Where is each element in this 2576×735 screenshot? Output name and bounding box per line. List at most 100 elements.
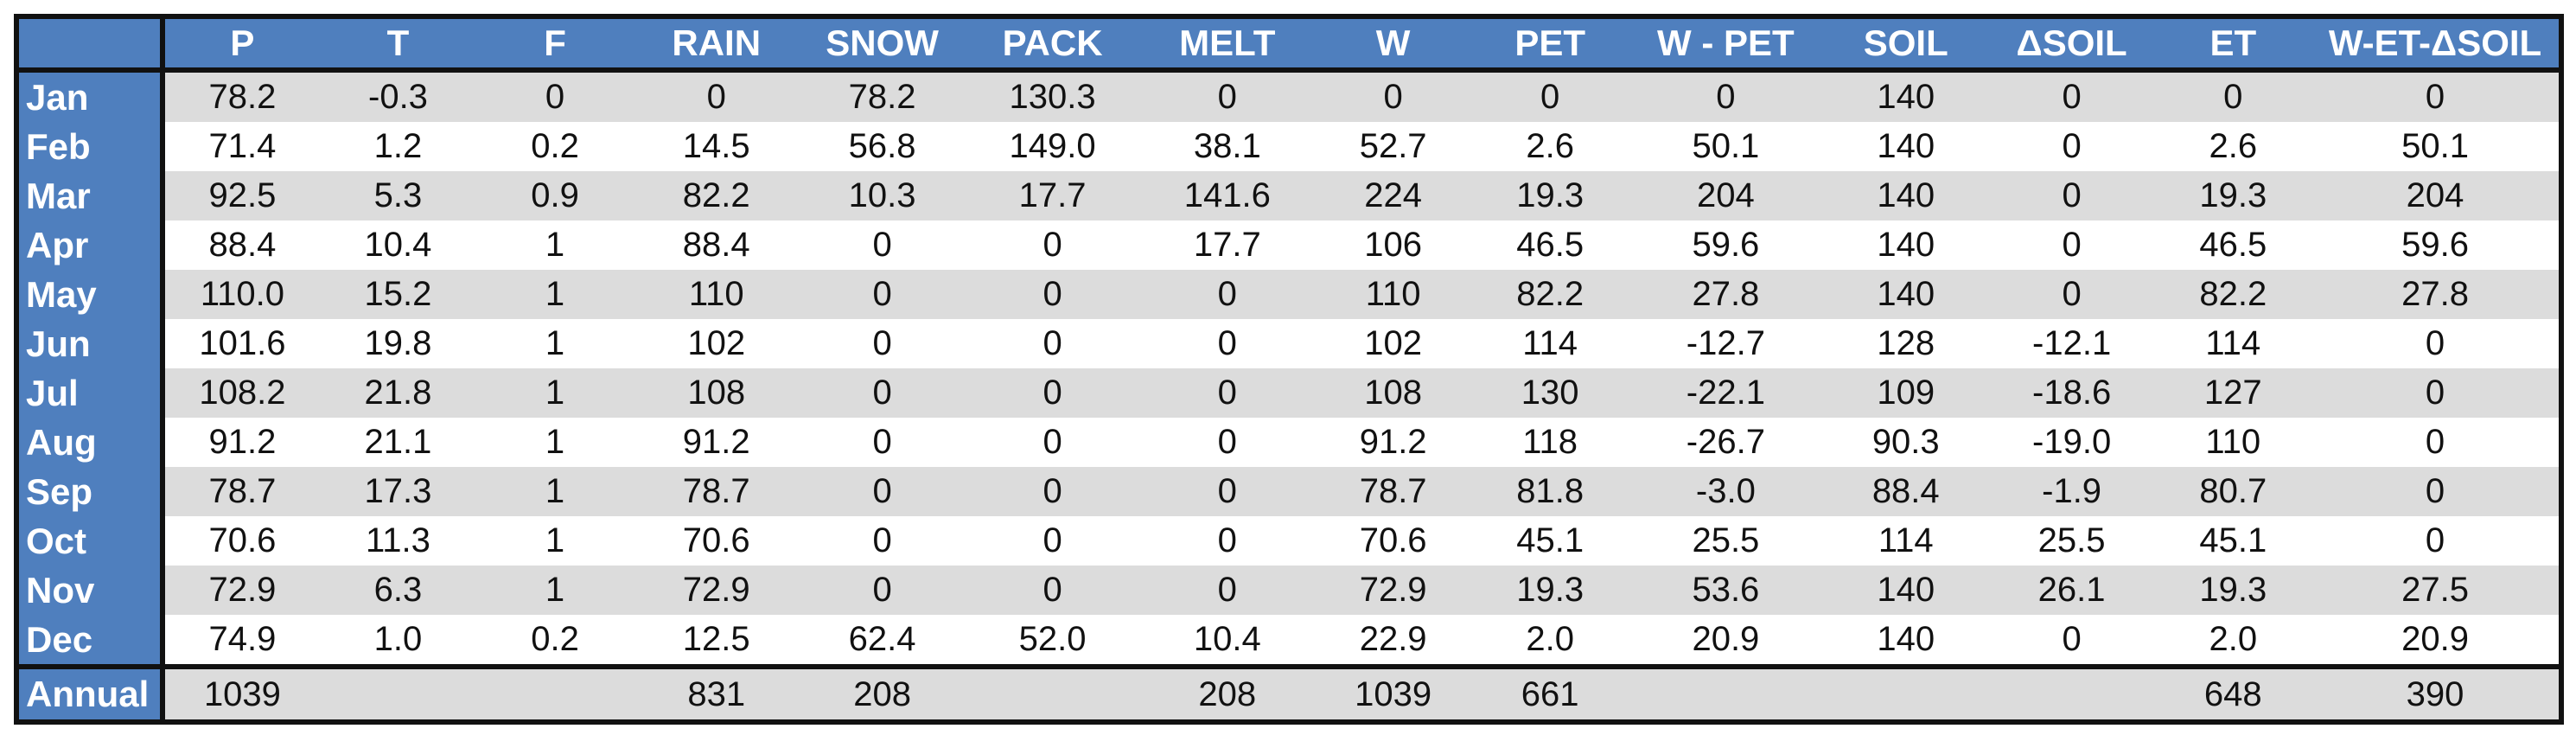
column-header: T [319,16,477,73]
table-cell: 114 [2154,319,2312,368]
column-header: W - PET [1628,16,1823,73]
table-cell: 19.8 [319,319,477,368]
table-cell: 20.9 [2311,615,2561,667]
table-cell: 114 [1471,319,1629,368]
table-cell: 0 [1988,171,2155,220]
table-cell: 140 [1822,70,1989,122]
table-cell: 70.6 [633,516,800,566]
table-cell: 45.1 [2154,516,2312,566]
table-row: Mar 92.5 5.3 0.9 82.2 10.3 17.7 141.6 224 19.3 204… [16,171,2561,220]
table-cell: 82.2 [633,171,800,220]
table-cell: 45.1 [1471,516,1629,566]
table-cell: 140 [1822,615,1989,667]
table-cell: 53.6 [1628,566,1823,615]
table-cell: 1 [476,319,634,368]
table-cell: 0 [2154,70,2312,122]
table-cell: 19.3 [2154,171,2312,220]
column-header: PACK [965,16,1140,73]
table-cell: 17.7 [965,171,1140,220]
table-cell: 0 [476,70,634,122]
table-cell: 108 [1314,368,1472,418]
table-cell: 661 [1471,664,1629,722]
table-cell: 21.1 [319,418,477,467]
table-cell: 14.5 [633,122,800,171]
table-cell: 390 [2311,664,2561,722]
table-cell: 25.5 [1628,516,1823,566]
table-cell: 19.3 [1471,566,1629,615]
column-header: P [163,16,320,73]
table-cell: 208 [1139,664,1315,722]
table-cell: -22.1 [1628,368,1823,418]
table-cell: 0 [1139,70,1315,122]
table-cell: -3.0 [1628,467,1823,516]
table-cell: -1.9 [1988,467,2155,516]
table-cell: 208 [799,664,966,722]
table-cell: 149.0 [965,122,1140,171]
table-cell: 62.4 [799,615,966,667]
table-row: Aug 91.2 21.1 1 91.2 0 0 0 91.2 118 -26.7 90.3 -19.0… [16,418,2561,467]
table-cell: 26.1 [1988,566,2155,615]
table-cell: 102 [633,319,800,368]
table-cell: 72.9 [633,566,800,615]
table-cell: 0 [965,319,1140,368]
table-cell: 141.6 [1139,171,1315,220]
table-cell: 831 [633,664,800,722]
table-cell: 0 [965,368,1140,418]
table-cell: 78.7 [633,467,800,516]
table-cell: 140 [1822,171,1989,220]
table-cell: 20.9 [1628,615,1823,667]
table-cell [965,664,1140,722]
table-cell: 56.8 [799,122,966,171]
table-cell: 2.0 [1471,615,1629,667]
table-cell: 1 [476,566,634,615]
table-row: Sep 78.7 17.3 1 78.7 0 0 0 78.7 81.8 -3.0 88.4 -1.9 8… [16,467,2561,516]
table-cell: 0 [1988,70,2155,122]
row-label: Nov [16,566,166,615]
column-header: W-ET-ΔSOIL [2311,16,2561,73]
table-cell: 38.1 [1139,122,1315,171]
table-cell [1822,664,1989,722]
table-cell: 0 [799,270,966,319]
table-cell: 91.2 [1314,418,1472,467]
table-cell: 70.6 [163,516,320,566]
water-balance-table: P T F RAIN SNOW PACK MELT W PET W - PET SOIL ΔSOIL E… [14,14,2564,725]
table-row: Feb 71.4 1.2 0.2 14.5 56.8 149.0 38.1 52.7 2.6 50.… [16,122,2561,171]
table-row: May 110.0 15.2 1 110 0 0 0 110 82.2 27.8 140 0 82.2 27… [16,270,2561,319]
table-cell: 1 [476,270,634,319]
table-cell: 88.4 [1822,467,1989,516]
table-cell: 0 [965,270,1140,319]
table-cell: 0 [2311,418,2561,467]
table-cell: 140 [1822,220,1989,270]
table-cell: 128 [1822,319,1989,368]
table-cell: 0 [799,418,966,467]
table-row: Jan 78.2 -0.3 0 0 78.2 130.3 0 0 0 0 140 0 0 0 [16,70,2561,122]
corner-cell [16,16,166,73]
table-cell: 0 [2311,70,2561,122]
table-cell: 110 [633,270,800,319]
table-cell: 0 [1139,319,1315,368]
table-cell: 0 [1988,122,2155,171]
column-header: PET [1471,16,1629,73]
table-cell: 11.3 [319,516,477,566]
table-cell: 0 [799,566,966,615]
annual-row: Annual 1039 831 208 208 1039 661 648 390 [16,664,2561,722]
row-label: Feb [16,122,166,171]
table-cell: 78.2 [163,70,320,122]
table-cell: 2.6 [2154,122,2312,171]
table-cell: 1 [476,418,634,467]
table-cell: 22.9 [1314,615,1472,667]
table-cell: 10.4 [1139,615,1315,667]
table-cell: 0 [965,418,1140,467]
table-cell: 80.7 [2154,467,2312,516]
table-cell: 204 [2311,171,2561,220]
table-cell: 72.9 [163,566,320,615]
table-cell: 106 [1314,220,1472,270]
table-row: Nov 72.9 6.3 1 72.9 0 0 0 72.9 19.3 53.6 140 26.1 19.… [16,566,2561,615]
header-row: P T F RAIN SNOW PACK MELT W PET W - PET SOIL ΔSOIL E… [16,16,2561,73]
table-cell: 1 [476,368,634,418]
column-header: MELT [1139,16,1315,73]
table-cell: 74.9 [163,615,320,667]
table-cell: 81.8 [1471,467,1629,516]
table-cell: 1.2 [319,122,477,171]
table-row: Apr 88.4 10.4 1 88.4 0 0 17.7 106 46.5 59.6 140 0 46.… [16,220,2561,270]
